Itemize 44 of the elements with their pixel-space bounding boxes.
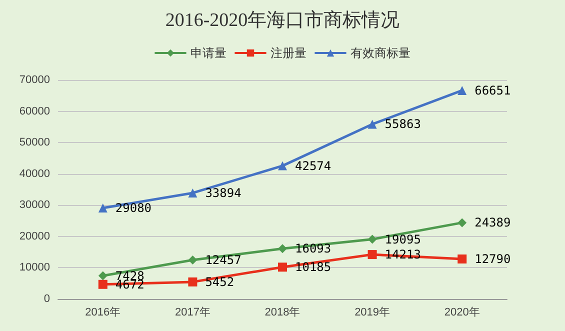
legend-label: 申请量 [190,46,226,60]
point [98,280,108,289]
data-label: 12457 [205,253,242,268]
point [98,204,108,213]
data-label: 12790 [474,252,511,266]
data-label: 10185 [295,260,332,274]
point [188,277,198,286]
data-label: 55863 [384,117,421,132]
point [458,218,467,228]
x-tick-label: 2016年 [85,306,121,318]
y-tick-label: 0 [44,293,50,305]
legend-label: 注册量 [270,46,306,60]
point [278,262,287,272]
y-tick-label: 30000 [19,199,50,212]
point [368,120,377,129]
point [98,271,108,280]
data-label: 16093 [295,242,332,256]
y-tick-label: 10000 [19,262,50,274]
point [188,188,198,198]
point [458,86,467,95]
y-tick-label: 20000 [19,230,50,242]
y-tick-label: 50000 [19,136,50,149]
point [368,234,377,244]
legend-label: 有效商标量 [350,46,410,60]
chart-title: 2016-2020年海口市商标情况 [165,9,400,31]
data-label: 29080 [115,201,152,216]
point [278,244,287,254]
point [188,256,198,265]
data-label: 5452 [205,274,234,289]
point [278,161,287,170]
y-tick-label: 70000 [19,74,50,86]
x-tick-label: 2017年 [174,306,210,318]
data-label: 66651 [474,83,511,98]
point [458,254,467,264]
data-label: 19095 [384,232,421,246]
x-tick-label: 2018年 [264,306,300,318]
data-label: 42574 [295,158,332,173]
data-label: 33894 [205,186,242,200]
y-tick-label: 40000 [19,168,50,180]
x-tick-label: 2019年 [354,306,390,318]
point [368,250,377,260]
data-label: 24389 [474,216,511,230]
y-tick-label: 60000 [19,105,50,118]
x-tick-label: 2020年 [444,306,480,318]
